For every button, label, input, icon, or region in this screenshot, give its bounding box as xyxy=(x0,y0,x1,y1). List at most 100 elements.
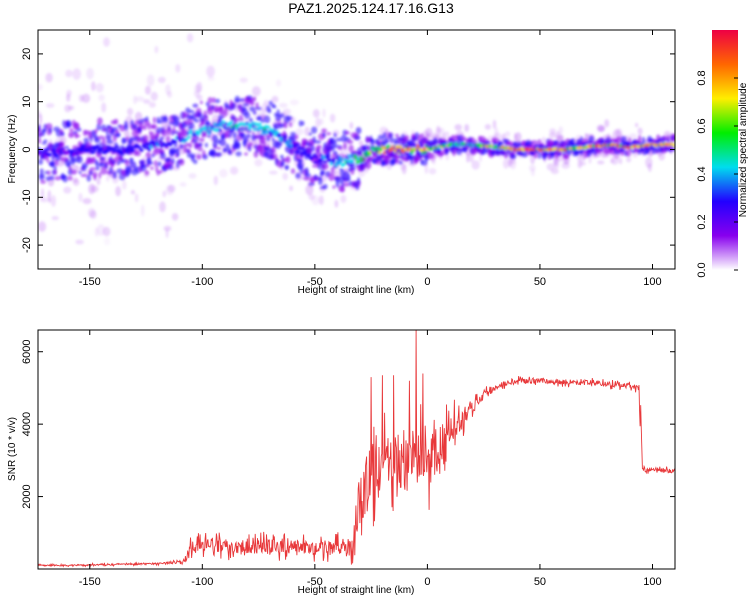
snr-frame xyxy=(37,329,676,570)
colorbar-tick-label: 0.8 xyxy=(696,70,708,85)
spectrogram-noise-blob xyxy=(584,133,589,138)
chart-title: PAZ1.2025.124.17.16.G13 xyxy=(288,0,454,16)
spectrogram-band-blob xyxy=(238,114,244,123)
spectrogram-band-blob xyxy=(517,141,523,149)
spectrogram-ridge-core xyxy=(218,128,222,132)
spectrogram-band-blob xyxy=(160,152,166,160)
spectrogram-noise-blob xyxy=(312,109,320,118)
spectrogram-band-blob xyxy=(222,149,227,153)
spectrogram-noise-blob xyxy=(428,168,437,175)
spectrogram-band-blob xyxy=(182,134,188,138)
spectrogram-band-blob xyxy=(672,133,675,142)
spectrogram-band-blob xyxy=(419,133,424,137)
spectrogram-band-blob xyxy=(38,137,42,144)
spectrogram-band-blob xyxy=(147,123,152,130)
spectrogram-band-blob xyxy=(321,128,327,133)
spectrogram-noise-blob xyxy=(72,68,81,80)
spectrogram-band-blob xyxy=(91,156,96,162)
spectrogram-band-blob xyxy=(270,146,276,154)
y-tick-label: 2000 xyxy=(21,484,33,508)
spectrogram-band-blob xyxy=(204,115,209,122)
spectrogram-band-blob xyxy=(66,122,72,128)
spectrogram-band-blob xyxy=(216,146,221,150)
spectrogram-band-blob xyxy=(388,132,394,139)
spectrogram-band-blob xyxy=(145,116,149,122)
spectrogram-noise-blob xyxy=(275,79,282,87)
spectrogram-ridge-core xyxy=(239,122,243,126)
spectrogram-band-blob xyxy=(346,139,354,145)
spectrogram-noise-blob xyxy=(550,168,559,175)
spectrogram-band-blob xyxy=(73,122,80,129)
spectrogram-ridge-core xyxy=(334,163,338,167)
spectrogram-band-blob xyxy=(106,139,114,145)
spectrogram-ridge-core xyxy=(326,155,330,159)
spectrogram-band-blob xyxy=(219,139,226,147)
spectrogram-band-blob xyxy=(493,137,500,144)
spectrogram-ridge-core xyxy=(243,123,247,127)
spectrogram-noise-blob xyxy=(610,158,615,164)
spectrogram-noise-blob xyxy=(289,185,294,192)
spectrogram-noise-blob xyxy=(81,93,91,104)
spectrogram-noise-blob xyxy=(304,126,310,137)
y-tick-label: -20 xyxy=(21,237,33,253)
spectrogram-band-blob xyxy=(260,136,266,141)
spectrogram-band-blob xyxy=(333,132,337,138)
spectrogram-band-blob xyxy=(316,144,322,149)
spectrogram-band-blob xyxy=(198,138,205,142)
spectrogram-ridge-core xyxy=(113,146,117,150)
spectrogram-band-blob xyxy=(248,145,252,152)
spectrogram-band-blob xyxy=(521,152,528,158)
spectrogram-band-blob xyxy=(202,154,208,160)
spectrogram-band-blob xyxy=(289,121,292,128)
spectrogram-band-blob xyxy=(98,171,102,179)
spectrogram-band-blob xyxy=(144,170,149,175)
spectrogram-band-blob xyxy=(295,172,301,179)
colorbar-gradient xyxy=(712,30,738,270)
spectrogram-noise-blob xyxy=(115,186,121,197)
spectrogram-band-blob xyxy=(537,151,542,160)
spectrogram-ridge-core xyxy=(404,147,408,151)
spectrogram-band-blob xyxy=(218,114,225,120)
spectrogram-ridge-core xyxy=(338,161,342,165)
spectrogram-band-blob xyxy=(641,136,646,144)
spectrogram-band-blob xyxy=(672,146,675,152)
spectrogram-ridge-core xyxy=(410,150,414,154)
spectrogram-band-blob xyxy=(234,99,241,103)
spectrogram-noise-blob xyxy=(167,184,176,193)
spectrogram-band-blob xyxy=(452,148,456,157)
spectrogram-band-blob xyxy=(178,158,185,166)
spectrogram-noise-blob xyxy=(597,160,605,165)
spectrogram-ridge-core xyxy=(140,148,144,152)
spectrogram-band-blob xyxy=(188,142,193,149)
spectrogram-noise-blob xyxy=(75,239,84,245)
spectrogram-noise-blob xyxy=(278,102,288,108)
spectrogram-band-blob xyxy=(389,137,396,143)
spectrogram-ridge-core xyxy=(110,147,114,151)
spectrogram-band-blob xyxy=(159,136,165,140)
spectrogram-ridge-core xyxy=(211,125,215,129)
spectrogram-band-blob xyxy=(271,137,275,142)
spectrogram-band-blob xyxy=(340,186,345,193)
spectrogram-band-blob xyxy=(48,127,53,134)
spectrogram-noise-blob xyxy=(454,124,463,131)
y-tick-label: 20 xyxy=(21,48,33,60)
spectrogram-ridge-core xyxy=(319,154,324,158)
spectrogram-band-blob xyxy=(211,105,215,110)
spectrogram-ridge-core xyxy=(386,144,390,148)
spectrogram-noise-blob xyxy=(146,74,155,87)
spectrogram-band-blob xyxy=(246,133,251,138)
spectrogram-ridge-core xyxy=(48,153,53,157)
colorbar-ticks: 0.0 0.2 0.4 0.6 0.8 xyxy=(696,70,738,278)
spectrogram-band-blob xyxy=(215,152,223,157)
spectrogram-band-blob xyxy=(101,138,106,146)
spectrogram-noise-blob xyxy=(251,86,261,97)
spectrogram-band-blob xyxy=(123,124,129,131)
spectrogram-band-blob xyxy=(313,177,320,181)
spectrogram-band-blob xyxy=(343,142,347,150)
spectrogram-band-blob xyxy=(78,170,82,175)
spectrogram-band-blob xyxy=(53,169,57,175)
spectrogram-ridge-core xyxy=(332,158,336,162)
spectrogram-band-blob xyxy=(227,149,232,156)
y-tick-label: 10 xyxy=(21,96,33,108)
spectrogram-noise-blob xyxy=(626,156,632,163)
